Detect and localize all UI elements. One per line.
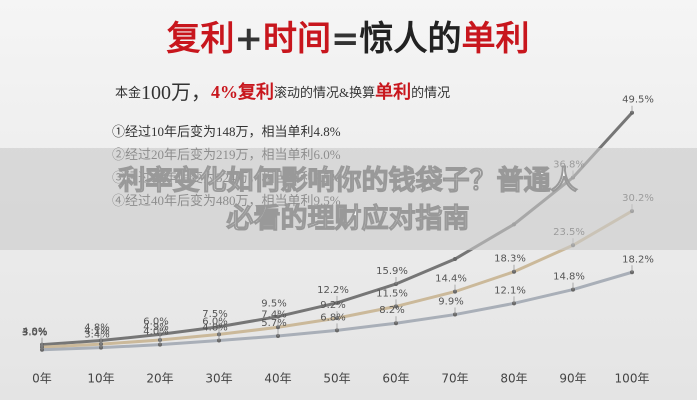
data-label: 4.0% [143,327,168,338]
data-label: 4.8% [202,323,227,334]
data-label: 12.1% [494,285,526,296]
data-label: 11.5% [376,288,408,299]
subtitle-part: 单利 [375,81,411,102]
data-label: 5.7% [261,318,286,329]
data-label: 15.9% [376,266,408,277]
x-tick-label: 60年 [382,372,409,386]
x-tick-label: 70年 [441,372,468,386]
data-label: 18.2% [622,254,654,265]
title-part: 时间 [263,19,331,59]
data-label: 6.0% [202,316,227,327]
data-label: 9.9% [438,297,463,308]
data-label: 8.2% [379,305,404,316]
banner-text: 利率变化如何影响你的钱袋子？普通人 [119,165,578,197]
data-label: 3.0% [22,328,47,339]
x-tick-label: 20年 [146,372,173,386]
data-label: 4.8% [84,323,109,334]
data-label: 9.5% [261,299,286,310]
data-label: 12.2% [317,285,349,296]
x-tick-label: 40年 [264,372,291,386]
x-tick-label: 30年 [205,372,232,386]
data-label: 9.2% [320,300,345,311]
subtitle-part: 的情况 [411,85,450,100]
data-label: 7.5% [202,309,227,320]
data-label: 3.5% [22,327,47,338]
title-part: 单利 [462,19,530,59]
data-label: 49.5% [622,95,654,106]
data-label: 4.9% [143,322,168,333]
subtitle-part: 4%复利 [211,81,274,102]
data-label: 14.4% [435,274,467,285]
data-label: 4.1% [84,326,109,337]
subtitle: 本金100万，4%复利滚动的情况&换算单利的情况 [115,81,450,103]
annotation: ①经过10年后变为148万，相当单利4.8% [112,124,341,139]
data-label: 7.4% [261,309,286,320]
title-part: 复利 [167,19,235,59]
subtitle-part: 滚动的情况&换算 [274,85,375,100]
data-label: 4.0% [22,327,47,338]
x-tick-label: 90年 [559,372,586,386]
x-tick-label: 50年 [323,372,350,386]
data-label: 6.8% [320,312,345,323]
data-label: 6.0% [143,316,168,327]
title-part: = [331,19,360,59]
data-label: 18.3% [494,254,526,265]
subtitle-part: 本金 [115,85,141,100]
chart-title: 复利+时间=惊人的单利 [167,19,530,59]
title-part: 惊人的 [360,19,462,59]
data-label: 14.8% [553,272,585,283]
x-tick-label: 0年 [32,372,52,386]
banner-text: 必看的理财应对指南 [227,203,470,235]
x-tick-label: 10年 [87,372,114,386]
x-tick-label: 100年 [615,372,650,386]
x-tick-label: 80年 [500,372,527,386]
title-part: + [235,19,264,59]
point [453,257,457,261]
subtitle-part: 100万， [141,82,211,104]
data-label: 3.4% [84,330,109,341]
banner-band [0,148,697,250]
